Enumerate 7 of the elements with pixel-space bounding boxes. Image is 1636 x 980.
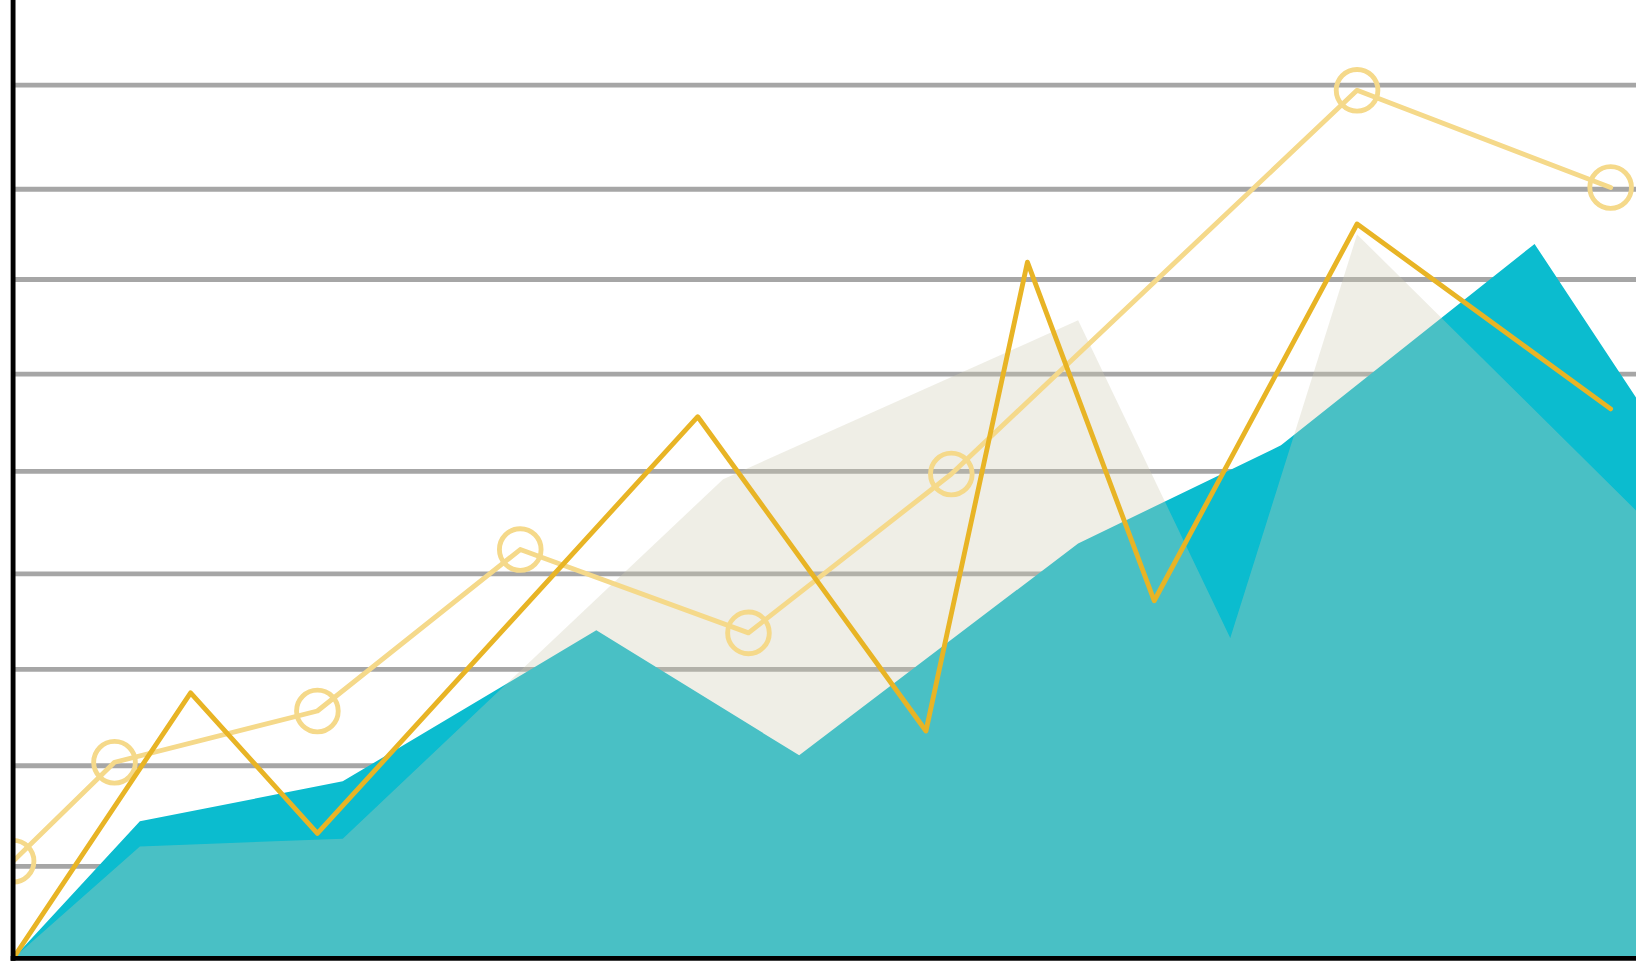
point xyxy=(91,738,138,786)
point xyxy=(928,450,975,498)
point xyxy=(294,687,341,735)
point xyxy=(496,526,544,573)
point xyxy=(1333,67,1381,114)
point xyxy=(1587,164,1634,211)
point xyxy=(725,609,772,657)
